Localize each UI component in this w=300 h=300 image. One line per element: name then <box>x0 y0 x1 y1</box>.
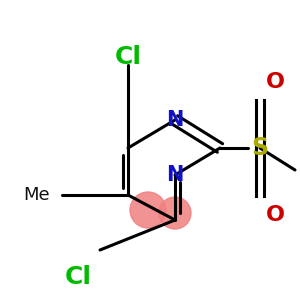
Text: O: O <box>266 72 284 92</box>
Text: S: S <box>251 136 268 160</box>
Circle shape <box>159 197 191 229</box>
Text: N: N <box>166 165 184 185</box>
Text: N: N <box>166 110 184 130</box>
Text: Me: Me <box>23 186 50 204</box>
Text: Cl: Cl <box>64 265 92 289</box>
Text: O: O <box>266 205 284 225</box>
Circle shape <box>130 192 166 228</box>
Text: Cl: Cl <box>115 45 142 69</box>
